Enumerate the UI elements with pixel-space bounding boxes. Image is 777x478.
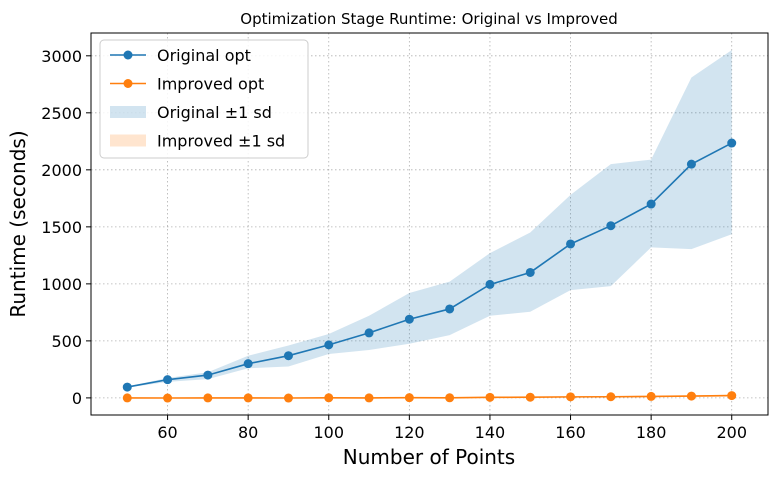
- legend-marker-swatch: [123, 50, 133, 60]
- y-tick-label: 2000: [41, 161, 82, 180]
- legend: Original opt Improved opt Original ±1 sd Im…: [99, 39, 309, 159]
- point-series-2: [606, 392, 616, 402]
- legend-band-swatch: [110, 134, 146, 147]
- point-series-2: [646, 391, 656, 401]
- point-series-1: [566, 239, 576, 249]
- point-series-2: [686, 391, 696, 401]
- point-series-1: [404, 314, 414, 324]
- y-tick-label: 500: [51, 332, 82, 351]
- y-tick-label: 1500: [41, 218, 82, 237]
- y-tick-label: 3000: [41, 47, 82, 66]
- point-series-1: [606, 221, 616, 231]
- point-series-2: [445, 393, 455, 403]
- point-series-1: [727, 138, 737, 148]
- point-series-1: [122, 382, 132, 392]
- y-tick-label: 1000: [41, 275, 82, 294]
- series-markers: [122, 138, 737, 403]
- point-series-2: [404, 393, 414, 403]
- legend-label: Improved opt: [157, 75, 264, 94]
- point-series-2: [203, 393, 213, 403]
- point-series-1: [163, 375, 173, 385]
- point-series-1: [324, 340, 334, 350]
- point-series-2: [727, 391, 737, 401]
- legend-band-swatch: [110, 106, 146, 118]
- point-series-1: [445, 304, 455, 314]
- point-series-2: [122, 393, 132, 403]
- x-tick-label: 140: [475, 423, 506, 442]
- point-series-2: [364, 393, 374, 403]
- y-axis-label: Runtime (seconds): [6, 130, 30, 317]
- point-series-2: [566, 392, 576, 402]
- plot-frame: [90, 32, 769, 416]
- legend-label: Original opt: [157, 46, 251, 65]
- point-series-1: [364, 328, 374, 338]
- legend-box: [99, 39, 309, 159]
- point-series-2: [525, 392, 535, 402]
- axis-ticks: 60 80 100 120 140 160 180 200050010001500200025…: [41, 47, 747, 442]
- y-tick-label: 2500: [41, 104, 82, 123]
- point-series-1: [686, 159, 696, 169]
- line-series-1: [127, 142, 733, 388]
- x-tick-label: 100: [313, 423, 344, 442]
- series-lines: [127, 142, 733, 399]
- x-tick-label: 200: [716, 423, 747, 442]
- x-tick-label: 60: [157, 423, 177, 442]
- x-tick-label: 160: [555, 423, 586, 442]
- point-series-2: [485, 392, 495, 402]
- point-series-1: [203, 370, 213, 380]
- chart-title: Optimization Stage Runtime: Original vs …: [240, 10, 617, 28]
- point-series-1: [485, 279, 495, 289]
- y-tick-label: 0: [72, 389, 82, 408]
- point-series-2: [283, 393, 293, 403]
- point-series-2: [243, 393, 253, 403]
- point-series-1: [283, 351, 293, 361]
- line-series-2: [127, 394, 732, 399]
- x-axis-label: Number of Points: [343, 445, 515, 469]
- point-series-2: [163, 393, 173, 403]
- legend-marker-swatch: [123, 79, 133, 88]
- legend-label: Improved ±1 sd: [157, 132, 285, 151]
- band-series-1: [127, 50, 732, 388]
- point-series-1: [525, 267, 535, 277]
- x-tick-label: 80: [238, 423, 258, 442]
- legend-label: Original ±1 sd: [157, 103, 272, 122]
- point-series-1: [646, 199, 656, 209]
- x-tick-label: 180: [636, 423, 667, 442]
- x-tick-label: 120: [394, 423, 425, 442]
- point-series-1: [243, 359, 253, 369]
- point-series-2: [324, 393, 334, 403]
